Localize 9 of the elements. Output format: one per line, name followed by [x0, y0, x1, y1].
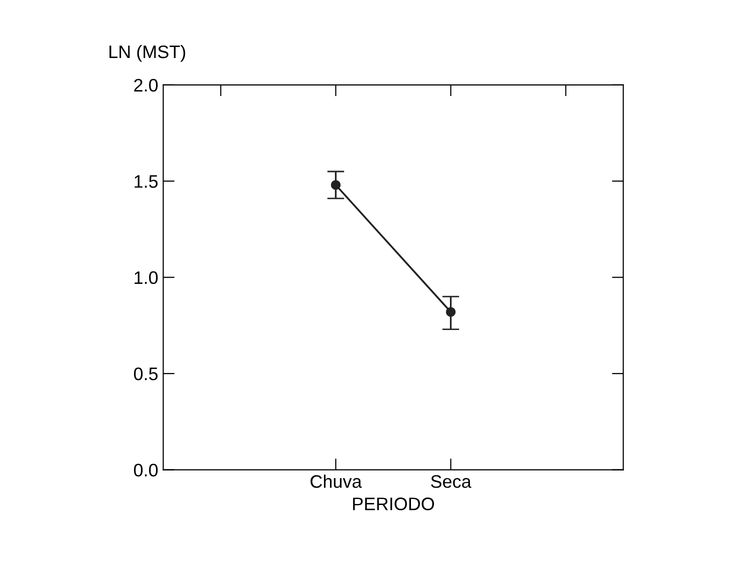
- y-tick-label: 0.5: [134, 367, 158, 380]
- y-tick-label: 1.0: [134, 271, 158, 284]
- x-tick-label: Chuva: [310, 474, 362, 488]
- y-tick-label: 0.0: [134, 464, 158, 476]
- x-tick-label: Seca: [431, 475, 472, 488]
- y-tick-label: 1.5: [134, 175, 158, 188]
- x-axis-title: PERIODO: [353, 498, 434, 510]
- y-axis-title: LN (MST): [110, 44, 186, 62]
- y-tick-label: 2.0: [134, 78, 158, 92]
